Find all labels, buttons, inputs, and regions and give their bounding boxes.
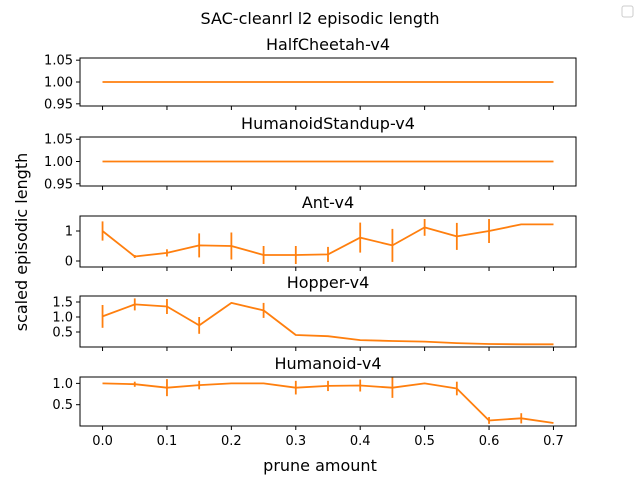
- y-tick-label: 1.0: [52, 311, 73, 326]
- y-tick-label: 0: [65, 255, 73, 270]
- y-tick-label: 1.00: [44, 155, 73, 170]
- x-tick-label: 0.2: [221, 434, 242, 449]
- y-tick-label: 1.5: [52, 296, 73, 311]
- subplot-title: HumanoidStandup-v4: [241, 114, 415, 133]
- subplot-1: HalfCheetah-v4 0.95 1.00 1.05: [44, 35, 577, 112]
- x-tick-label: 0.0: [92, 434, 113, 449]
- y-tick-label: 1.05: [44, 54, 73, 69]
- x-tick-label: 0.6: [479, 434, 500, 449]
- figure-suptitle: SAC-cleanrl l2 episodic length: [201, 9, 440, 28]
- subplot-title: Humanoid-v4: [274, 354, 381, 373]
- x-tick-label: 0.3: [285, 434, 306, 449]
- y-tick-label: 0.5: [52, 326, 73, 341]
- axes-frame: [79, 215, 577, 268]
- subplot-3: Ant-v4 0 1: [65, 193, 577, 271]
- subplot-2: HumanoidStandup-v4 0.95 1.00 1.05: [44, 114, 577, 192]
- x-tick-label: 0.4: [350, 434, 371, 449]
- x-tick-label: 0.5: [414, 434, 435, 449]
- subplot-title: Hopper-v4: [287, 273, 370, 292]
- axes-frame: [79, 295, 577, 348]
- y-tick-label: 0.95: [44, 177, 73, 192]
- subplots: HalfCheetah-v40.951.001.05HumanoidStandu…: [44, 35, 577, 449]
- subplot-5: Humanoid-v4 0.5 1.0 0.0 0.1 0.2 0.3 0.4 0.5 0.6 0.…: [52, 354, 577, 449]
- legend: [621, 5, 634, 18]
- axes-frame: [79, 376, 577, 427]
- series-line: [102, 301, 554, 346]
- x-tick-label: 0.7: [543, 434, 564, 449]
- figure-xlabel: prune amount: [263, 456, 377, 475]
- y-tick-label: 1.00: [44, 76, 73, 91]
- subplot-title: HalfCheetah-v4: [266, 35, 390, 54]
- x-tick-label: 0.1: [157, 434, 178, 449]
- legend-box: [621, 5, 634, 18]
- y-tick-label: 0.95: [44, 97, 73, 112]
- subplot-title: Ant-v4: [302, 193, 354, 212]
- y-tick-label: 1: [65, 225, 73, 240]
- figure-ylabel: scaled episodic length: [12, 153, 31, 332]
- y-tick-label: 1.0: [52, 377, 73, 392]
- y-tick-label: 1.05: [44, 133, 73, 148]
- subplot-4: Hopper-v4 0.51.01.5: [52, 273, 577, 351]
- y-tick-label: 0.5: [52, 398, 73, 413]
